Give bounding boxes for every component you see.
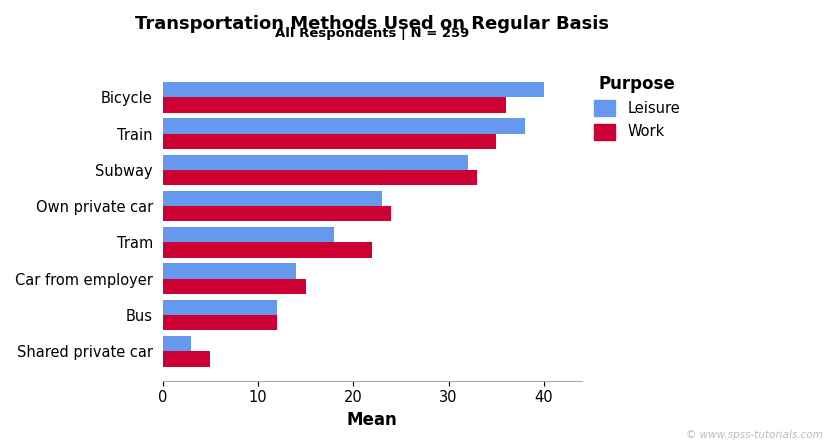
Bar [163,351,210,366]
Bar [163,206,391,222]
X-axis label: Mean: Mean [347,411,397,429]
Bar [163,82,544,97]
Bar [163,315,277,330]
Bar [163,97,506,113]
Title: Transportation Methods Used on Regular Basis: Transportation Methods Used on Regular B… [135,15,609,33]
Text: © www.spss-tutorials.com: © www.spss-tutorials.com [686,429,823,440]
Bar [163,336,192,351]
Legend: Leisure, Work: Leisure, Work [594,75,680,139]
Bar [163,170,477,185]
Bar [163,227,334,242]
Bar [163,155,468,170]
Bar [163,279,306,294]
Bar [163,191,382,206]
Text: All Respondents | N = 259: All Respondents | N = 259 [276,27,470,40]
Bar [163,300,277,315]
Bar [163,119,525,134]
Bar [163,263,296,279]
Bar [163,242,372,258]
Bar [163,134,496,149]
